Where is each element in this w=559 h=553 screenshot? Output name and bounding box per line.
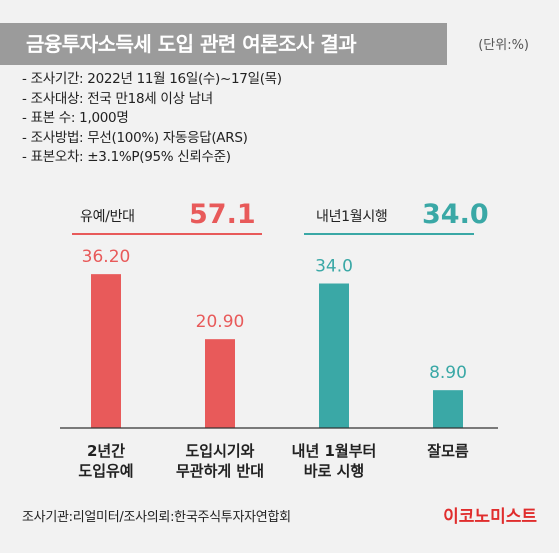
info-survey-target: 조사대상: 전국 만18세 이상 남녀 bbox=[22, 90, 282, 110]
bar-value-label-1: 36.20 bbox=[82, 247, 131, 267]
group-implement-next-year: 내년1월시행 34.0 bbox=[304, 194, 489, 235]
source-note: 조사기관:리얼미터/조사의뢰:한국주식투자자연합회 bbox=[22, 510, 291, 525]
group-postpone-oppose: 유예/반대 57.1 bbox=[72, 194, 262, 235]
bar-4 bbox=[433, 390, 463, 428]
info-survey-method: 조사방법: 무선(100%) 자동응답(ARS) bbox=[22, 129, 282, 149]
category-label-3: 내년 1월부터 바로 시행 bbox=[292, 442, 377, 480]
info-margin-of-error: 표본오차: ±3.1%P(95% 신뢰수준) bbox=[22, 148, 282, 168]
bar-value-label-4: 8.90 bbox=[429, 363, 467, 383]
group-label-postpone-oppose: 유예/반대 bbox=[80, 209, 135, 225]
category-label-4: 잘모름 bbox=[427, 442, 469, 460]
category-label-1: 2년간 도입유예 bbox=[78, 442, 133, 480]
title-bar: 금융투자소득세 도입 관련 여론조사 결과 bbox=[0, 23, 447, 65]
group-underline-red bbox=[72, 233, 262, 235]
group-label-implement: 내년1월시행 bbox=[316, 209, 388, 225]
bar-value-label-3: 34.0 bbox=[315, 257, 353, 277]
bar-value-label-2: 20.90 bbox=[196, 312, 245, 332]
info-survey-period: 조사기간: 2022년 11월 16일(수)~17일(목) bbox=[22, 70, 283, 90]
brand-logo: 이코노미스트 bbox=[443, 507, 537, 527]
info-sample-size: 표본 수: 1,000명 bbox=[22, 109, 282, 129]
unit-label: (단위:%) bbox=[478, 38, 529, 53]
category-label-2: 도입시기와 무관하게 반대 bbox=[176, 442, 264, 480]
bar-3 bbox=[319, 283, 349, 428]
group-underline-teal bbox=[304, 233, 474, 235]
group-total-implement: 34.0 bbox=[422, 199, 489, 230]
chart-title: 금융투자소득세 도입 관련 여론조사 결과 bbox=[26, 32, 357, 56]
survey-info-list: 조사기간: 2022년 11월 16일(수)~17일(목) 조사대상: 전국 만… bbox=[22, 70, 283, 168]
bar-1 bbox=[91, 274, 121, 428]
group-total-postpone-oppose: 57.1 bbox=[189, 199, 256, 230]
bar-2 bbox=[205, 339, 235, 428]
